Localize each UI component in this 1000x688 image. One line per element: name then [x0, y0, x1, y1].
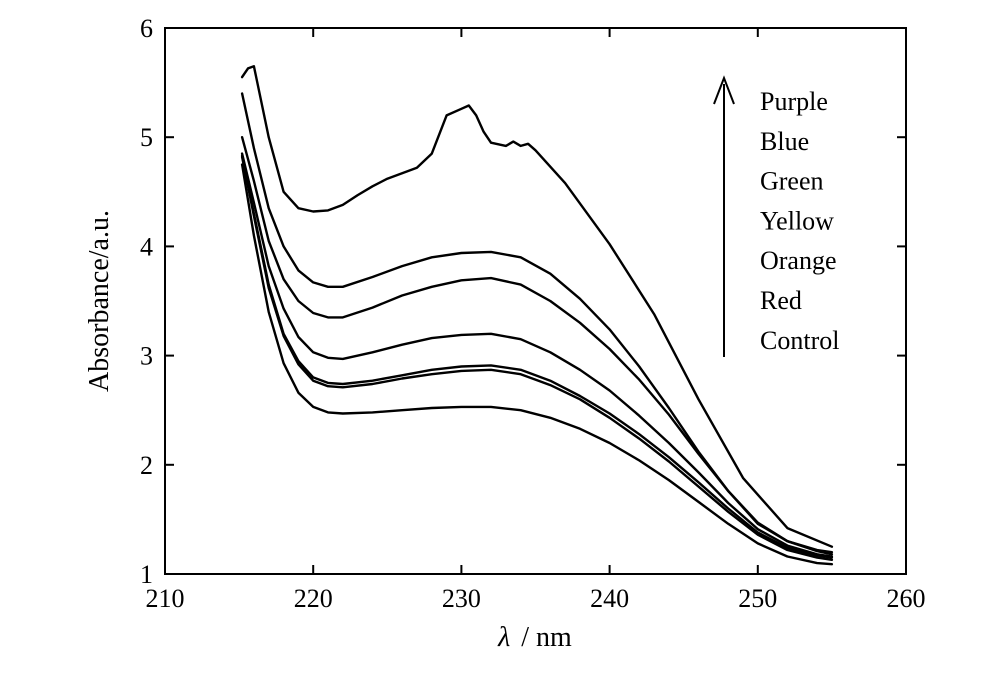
x-axis-label: λ / nm: [497, 622, 572, 653]
x-tick-label: 210: [146, 584, 185, 613]
series-line-orange: [240, 154, 834, 559]
y-tick-label: 2: [140, 451, 153, 480]
legend-arrow-head-icon: [713, 75, 735, 105]
y-axis-label: Absorbance/a.u.: [84, 210, 115, 392]
x-tick-label: 250: [738, 584, 777, 613]
plot-frame: [164, 27, 907, 575]
series-line-purple: [240, 65, 834, 548]
y-tick-label: 5: [140, 123, 153, 152]
x-tick-label: 260: [887, 584, 926, 613]
y-tick-label: 6: [140, 14, 153, 43]
y-tick-label: 4: [140, 232, 153, 261]
legend-item-red: Red: [760, 286, 802, 315]
series-line-green: [240, 136, 834, 556]
x-axis-symbol: λ: [497, 622, 510, 653]
series-line-control: [240, 163, 834, 566]
legend-item-control: Control: [760, 326, 839, 355]
legend-item-purple: Purple: [760, 87, 828, 116]
x-tick-label: 240: [590, 584, 629, 613]
y-tick-label: 1: [140, 560, 153, 589]
x-tick-label: 230: [442, 584, 481, 613]
legend-item-blue: Blue: [760, 127, 809, 156]
x-axis-unit: / nm: [521, 622, 572, 653]
legend-item-orange: Orange: [760, 246, 837, 275]
legend-items: Purple Blue Green Yellow Orange Red Control: [760, 87, 839, 355]
legend: Purple Blue Green Yellow Orange Red Control: [713, 75, 839, 357]
legend-item-yellow: Yellow: [760, 206, 834, 235]
y-tick-label: 3: [140, 342, 153, 371]
series-lines: [240, 65, 834, 566]
x-tick-label: 220: [294, 584, 333, 613]
series-line-yellow: [240, 152, 834, 558]
series-line-red: [240, 155, 834, 561]
axis-ticks: [164, 27, 907, 575]
legend-item-green: Green: [760, 167, 824, 196]
series-line-blue: [240, 92, 834, 554]
axis-tick-labels: 210 220 230 240 250 260 1 2 3 4 5 6: [140, 14, 926, 613]
